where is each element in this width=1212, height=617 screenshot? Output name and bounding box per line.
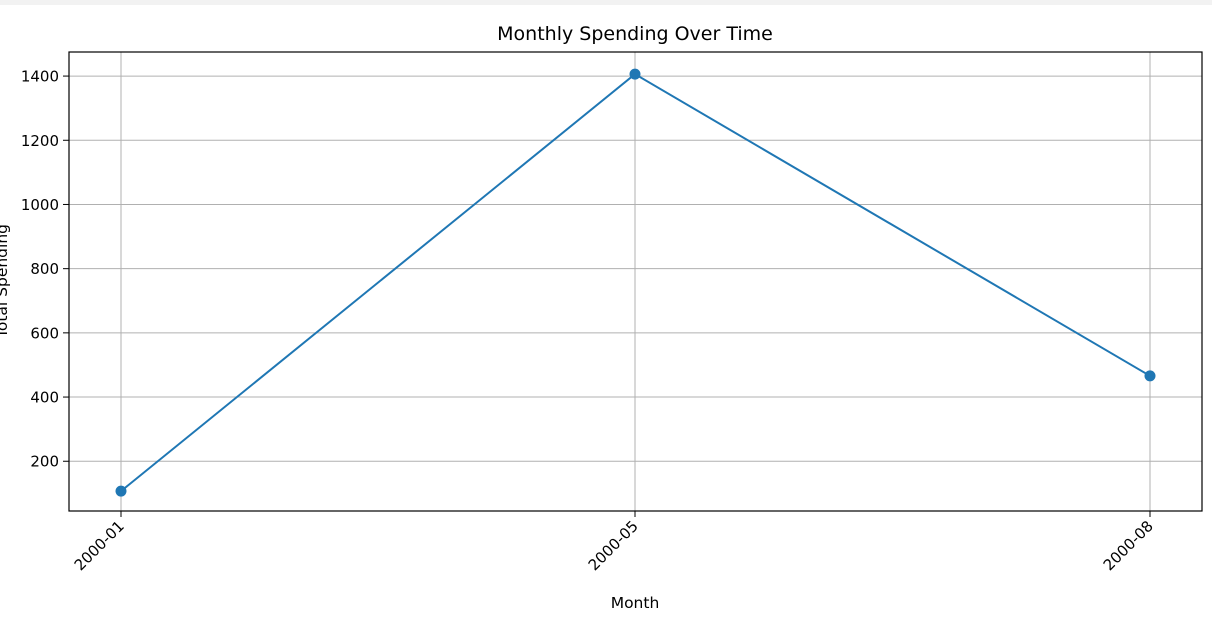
data-point (115, 485, 127, 497)
y-tick-label: 600 (30, 324, 59, 342)
x-tick-label: 2000-08 (1100, 517, 1157, 574)
grid (69, 52, 1202, 511)
series-group (115, 68, 1156, 497)
data-point (629, 68, 641, 80)
y-tick-label: 200 (30, 453, 59, 471)
x-tick-label: 2000-05 (585, 517, 642, 574)
y-axis: 200 400 600 800 1000 1200 1400 (21, 68, 69, 471)
chart-title: Monthly Spending Over Time (497, 23, 773, 45)
y-tick-label: 1400 (21, 68, 59, 86)
y-tick-label: 800 (30, 260, 59, 278)
y-tick-label: 1000 (21, 196, 59, 214)
x-axis: 2000-01 2000-05 2000-08 (71, 511, 1157, 574)
data-point (1144, 370, 1156, 382)
y-axis-label: Total Spending (0, 224, 11, 339)
y-tick-label: 1200 (21, 132, 59, 150)
window-top-strip (0, 0, 1212, 5)
x-axis-label: Month (611, 594, 660, 612)
y-tick-label: 400 (30, 389, 59, 407)
x-tick-label: 2000-01 (71, 517, 128, 574)
